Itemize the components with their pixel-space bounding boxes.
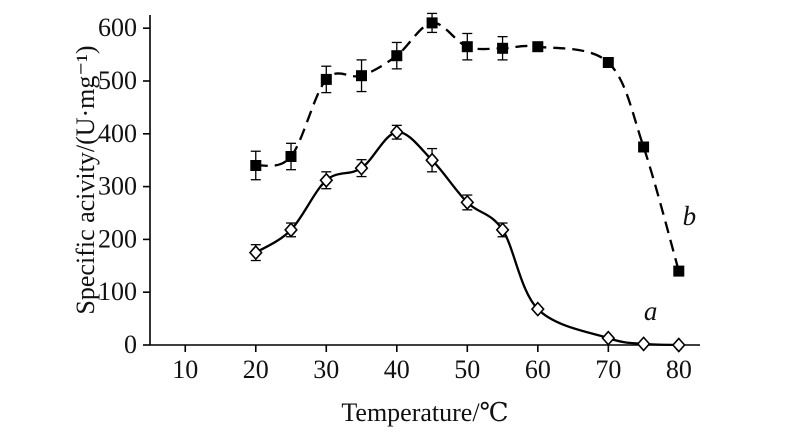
x-tick-label: 50 — [454, 355, 480, 384]
marker-filled-square — [426, 17, 438, 29]
marker-open-diamond — [460, 194, 475, 211]
y-tick-label: 600 — [98, 13, 137, 42]
y-tick-label: 300 — [98, 172, 137, 201]
marker-open-diamond — [248, 244, 263, 261]
y-tick-label: 200 — [98, 224, 137, 253]
x-tick-label: 40 — [384, 355, 410, 384]
y-tick-label: 100 — [98, 277, 137, 306]
y-tick-label: 0 — [124, 330, 137, 359]
marker-filled-square — [320, 73, 332, 85]
x-tick-label: 60 — [525, 355, 551, 384]
marker-filled-square — [673, 265, 685, 277]
x-tick-label: 10 — [172, 355, 198, 384]
marker-open-diamond — [319, 172, 334, 189]
marker-filled-square — [602, 57, 614, 68]
x-tick-label: 20 — [243, 355, 269, 384]
series-label-b: b — [683, 201, 697, 231]
y-tick-label: 400 — [98, 119, 137, 148]
marker-open-diamond — [284, 222, 298, 238]
marker-open-diamond — [389, 124, 404, 140]
y-axis-label: Specific acivity/(U·mg⁻¹) — [71, 45, 100, 315]
marker-open-diamond — [495, 222, 510, 238]
marker-open-diamond — [425, 152, 439, 168]
marker-open-diamond — [636, 336, 651, 352]
marker-filled-square — [497, 42, 509, 54]
marker-filled-square — [356, 70, 367, 82]
marker-filled-square — [391, 50, 403, 62]
series-b-line — [255, 21, 680, 272]
marker-open-diamond — [354, 160, 369, 176]
x-tick-label: 30 — [313, 355, 339, 384]
marker-filled-square — [250, 160, 262, 171]
x-tick-label: 80 — [666, 355, 692, 384]
marker-open-diamond — [601, 330, 616, 346]
x-tick-label: 70 — [595, 355, 621, 384]
marker-open-diamond — [530, 301, 545, 317]
series-a-line — [255, 131, 679, 347]
y-tick-label: 500 — [98, 66, 137, 95]
marker-open-diamond — [671, 337, 686, 353]
series-label-a: a — [644, 296, 658, 326]
marker-filled-square — [638, 141, 650, 153]
x-axis-label: Temperature/℃ — [341, 398, 509, 427]
marker-filled-square — [461, 41, 473, 53]
marker-filled-square — [532, 41, 544, 53]
marker-filled-square — [285, 151, 297, 162]
